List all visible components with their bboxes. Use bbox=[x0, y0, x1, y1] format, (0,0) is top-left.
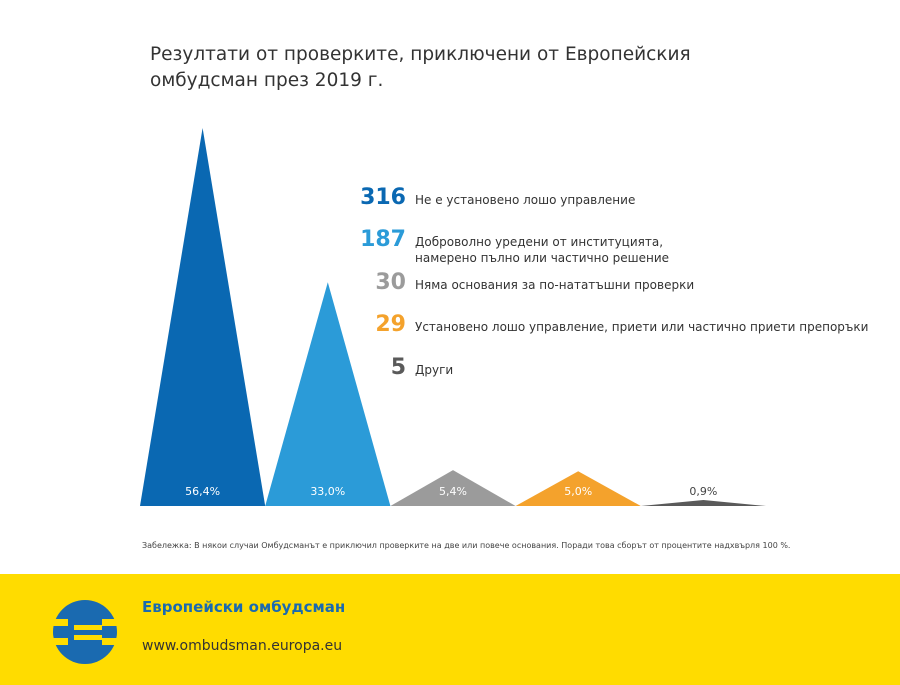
legend-value: 29 bbox=[375, 312, 406, 337]
legend-item: 29 Установено лошо управление, приети или… bbox=[340, 312, 868, 338]
share-label: 5,0% bbox=[564, 485, 592, 498]
legend-item: 5 Други bbox=[340, 355, 454, 381]
url: www.ombudsman.europa.eu bbox=[142, 638, 343, 654]
legend-item: 30 Няма основания за по-нататъшни проверк… bbox=[340, 270, 694, 296]
share-label: 33,0% bbox=[310, 485, 345, 498]
triangle bbox=[640, 500, 766, 506]
legend-item: 316 Не е установено лошо управление bbox=[340, 185, 635, 211]
share-label: 5,4% bbox=[439, 485, 467, 498]
organization: Европейски омбудсман bbox=[142, 598, 346, 616]
chart: 56,4% 33,0% 5,4% 5,0% 0,9% bbox=[140, 128, 766, 506]
legend-value: 5 bbox=[390, 355, 406, 380]
legend-label: Не е установено лошо управление bbox=[415, 193, 636, 207]
triangle bbox=[140, 128, 266, 506]
legend-label: Доброволно уредени от институцията, наме… bbox=[415, 235, 670, 265]
legend-label: Други bbox=[415, 363, 454, 377]
legend-value: 187 bbox=[360, 227, 406, 252]
legend-label: Установено лошо управление, приети или ч… bbox=[415, 320, 869, 334]
legend-item: 187 Доброволно уредени от институцията, н… bbox=[340, 227, 725, 266]
note: Забележка: В някои случаи Омбудсманът е … bbox=[142, 541, 791, 550]
legend-value: 30 bbox=[375, 270, 406, 295]
triangle bbox=[515, 471, 641, 506]
share-label: 0,9% bbox=[689, 485, 717, 498]
triangle bbox=[265, 282, 391, 506]
share-label: 56,4% bbox=[185, 485, 220, 498]
footer: Европейски омбудсман www.ombudsman.europ… bbox=[0, 574, 900, 685]
triangle bbox=[390, 470, 516, 506]
legend-label: Няма основания за по-нататъшни проверки bbox=[415, 278, 695, 292]
logo bbox=[50, 600, 120, 664]
chart-title: Резултати от проверките, приключени от Е… bbox=[150, 44, 691, 91]
legend-value: 316 bbox=[360, 185, 406, 210]
